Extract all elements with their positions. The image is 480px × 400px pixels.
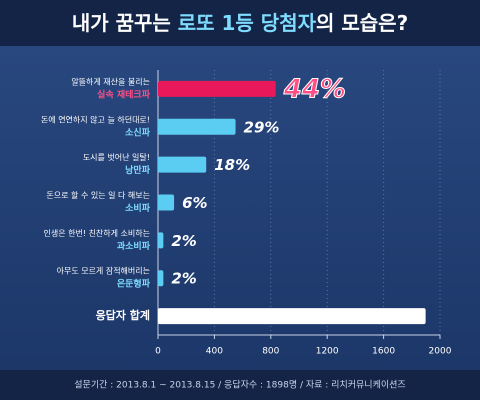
- bar: [158, 308, 426, 325]
- value-label: 29%: [244, 118, 280, 136]
- title-band: [0, 0, 480, 46]
- category-label: 알뜰하게 재산을 불리는: [71, 76, 150, 86]
- bar: [158, 156, 207, 173]
- category-label: 응답자 합계: [96, 308, 150, 322]
- category-tag: 소비파: [125, 202, 151, 214]
- x-tick-label: 2000: [429, 347, 452, 357]
- title-part: 로또 1등 당첨자: [178, 11, 317, 35]
- category-tag: 과소비파: [117, 240, 151, 252]
- bar: [158, 118, 236, 135]
- bar: [158, 232, 164, 249]
- footer-band: [0, 370, 480, 400]
- source: 설문기간 : 2013.8.1 ~ 2013.8.15 / 응답자수 : 189…: [74, 379, 405, 391]
- x-tick-label: 800: [262, 347, 279, 357]
- value-label: 44%: [283, 74, 346, 104]
- value-label: 6%: [182, 194, 207, 212]
- title-part: 의 모습은?: [316, 11, 408, 35]
- chart-title: 내가 꿈꾸는 로또 1등 당첨자의 모습은?: [72, 11, 408, 35]
- category-label: 돈에 연연하지 않고 늘 하던대로!: [41, 114, 150, 124]
- bar: [158, 80, 276, 97]
- category-label: 도시를 벗어난 일탈!: [83, 152, 150, 162]
- category-label: 아무도 모르게 잠적해버리는: [57, 266, 150, 276]
- bar: [158, 270, 164, 287]
- value-label: 2%: [171, 270, 196, 288]
- title-part: 내가 꿈꾸는: [72, 11, 178, 35]
- x-tick-label: 1600: [372, 347, 395, 357]
- category-tag: 소신파: [125, 126, 151, 138]
- value-label: 18%: [214, 156, 250, 174]
- bar: [158, 194, 175, 211]
- x-tick-label: 1200: [316, 347, 339, 357]
- category-tag: 은둔형파: [117, 278, 151, 290]
- category-label: 돈으로 할 수 있는 일 다 해보는: [46, 190, 150, 200]
- category-tag: 낭만파: [125, 164, 151, 176]
- value-label: 2%: [171, 232, 196, 250]
- x-tick-label: 0: [155, 347, 161, 357]
- x-tick-label: 400: [206, 347, 223, 357]
- category-label: 인생은 한번! 친찬하게 소비하는: [43, 228, 150, 238]
- category-tag: 실속 재테크파: [97, 88, 151, 100]
